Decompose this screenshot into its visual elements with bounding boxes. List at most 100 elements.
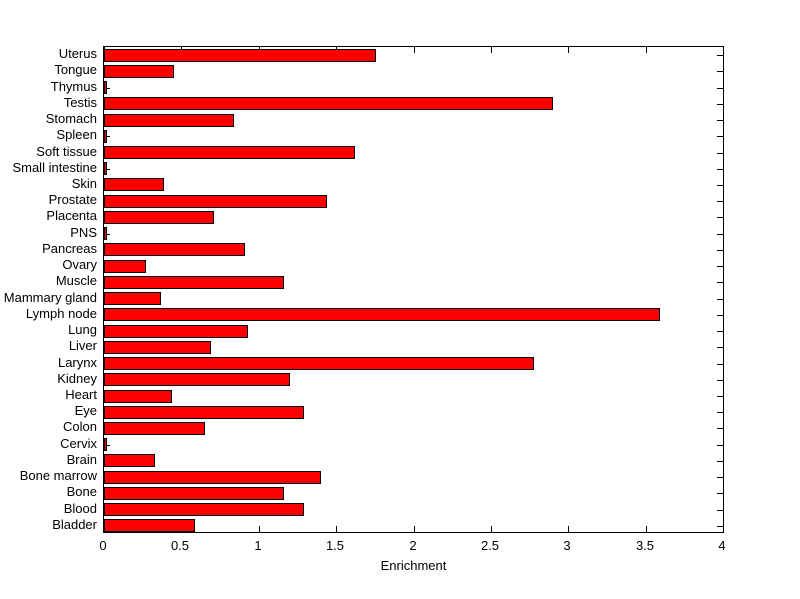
y-axis-tick-right [717,153,723,154]
tissue-label: Lymph node [25,306,97,321]
y-axis-tick-right [717,396,723,397]
enrichment-bar [104,276,284,289]
enrichment-bar [104,114,234,127]
x-tick-label: 1.5 [325,538,345,553]
y-axis-tick-right [717,104,723,105]
y-axis-tick-left [104,88,110,89]
tissue-label: Liver [68,338,97,353]
enrichment-bar [104,211,214,224]
x-axis-tick-top [723,47,724,53]
tissue-label: Mammary gland [3,290,97,305]
tissue-label: Stomach [45,111,97,126]
tissue-label: Lung [68,322,97,337]
tissue-label: Muscle [55,273,97,288]
y-axis-tick-right [717,315,723,316]
enrichment-bar [104,292,161,305]
y-axis-tick-right [717,526,723,527]
tissue-label: Spleen [56,127,97,142]
y-axis-tick-right [717,71,723,72]
enrichment-bar [104,373,290,386]
enrichment-bar [104,471,321,484]
tissue-label: Cervix [60,436,97,451]
enrichment-bar [104,325,248,338]
enrichment-bar [104,422,205,435]
y-axis-tick-right [717,428,723,429]
y-axis-tick-right [717,347,723,348]
y-axis-tick-left [104,445,110,446]
enrichment-bar [104,195,327,208]
x-tick-label: 3 [563,538,571,553]
y-axis-tick-right [717,299,723,300]
y-axis-tick-right [717,266,723,267]
enrichment-bar [104,438,107,451]
y-axis-tick-left [104,136,110,137]
y-axis-tick-right [717,55,723,56]
tissue-label: Small intestine [12,160,97,175]
enrichment-bar [104,243,245,256]
enrichment-bar [104,146,355,159]
y-axis-tick-left [104,234,110,235]
tissue-label: Eye [74,403,97,418]
x-axis-tick [568,526,569,532]
tissue-label: Tongue [54,62,97,77]
tissue-label: Kidney [57,371,97,386]
y-axis-tick-right [717,169,723,170]
y-axis-tick-right [717,201,723,202]
enrichment-bar [104,357,534,370]
x-tick-label: 3.5 [635,538,655,553]
x-axis-tick [491,526,492,532]
y-axis-tick-right [717,217,723,218]
y-axis-tick-right [717,136,723,137]
x-axis-tick [646,526,647,532]
enrichment-bar [104,519,195,532]
tissue-label: Larynx [57,355,97,370]
tissue-label: Placenta [46,208,97,223]
y-axis-tick-right [717,461,723,462]
tissue-label: Pancreas [42,241,97,256]
x-axis-tick-top [414,47,415,53]
x-axis-tick [414,526,415,532]
x-axis-tick [259,526,260,532]
y-axis-tick-right [717,412,723,413]
x-tick-label: 1 [254,538,262,553]
tissue-label: PNS [70,225,97,240]
y-axis-tick-right [717,380,723,381]
x-axis-tick [336,526,337,532]
tissue-label: Colon [63,419,97,434]
tissue-label: Heart [65,387,97,402]
tissue-label: Prostate [48,192,97,207]
y-axis-tick-right [717,493,723,494]
x-tick-label: 0 [99,538,107,553]
x-tick-label: 0.5 [170,538,190,553]
y-axis-tick-right [717,250,723,251]
enrichment-bar [104,390,172,403]
y-axis-tick-right [717,88,723,89]
y-axis-tick-left [104,169,110,170]
enrichment-bar [104,227,107,240]
tissue-label: Thymus [50,79,97,94]
tissue-label: Soft tissue [36,144,97,159]
plot-area [103,46,724,533]
tissue-label: Bone marrow [19,468,97,483]
enrichment-bar [104,503,304,516]
enrichment-bar [104,65,174,78]
tissue-label: Uterus [58,46,97,61]
y-axis-tick-right [717,364,723,365]
enrichment-bar [104,162,107,175]
enrichment-bar [104,406,304,419]
tissue-label: Bone [66,484,97,499]
enrichment-bar [104,49,376,62]
enrichment-bar [104,178,164,191]
y-axis-tick-right [717,120,723,121]
tissue-label: Ovary [62,257,97,272]
enrichment-bar [104,487,284,500]
x-tick-label: 2.5 [480,538,500,553]
x-tick-label: 2 [409,538,417,553]
x-tick-label: 4 [718,538,726,553]
enrichment-bar [104,130,107,143]
x-axis-tick [723,526,724,532]
y-axis-tick-right [717,282,723,283]
y-axis-tick-right [717,445,723,446]
enrichment-bar [104,81,107,94]
